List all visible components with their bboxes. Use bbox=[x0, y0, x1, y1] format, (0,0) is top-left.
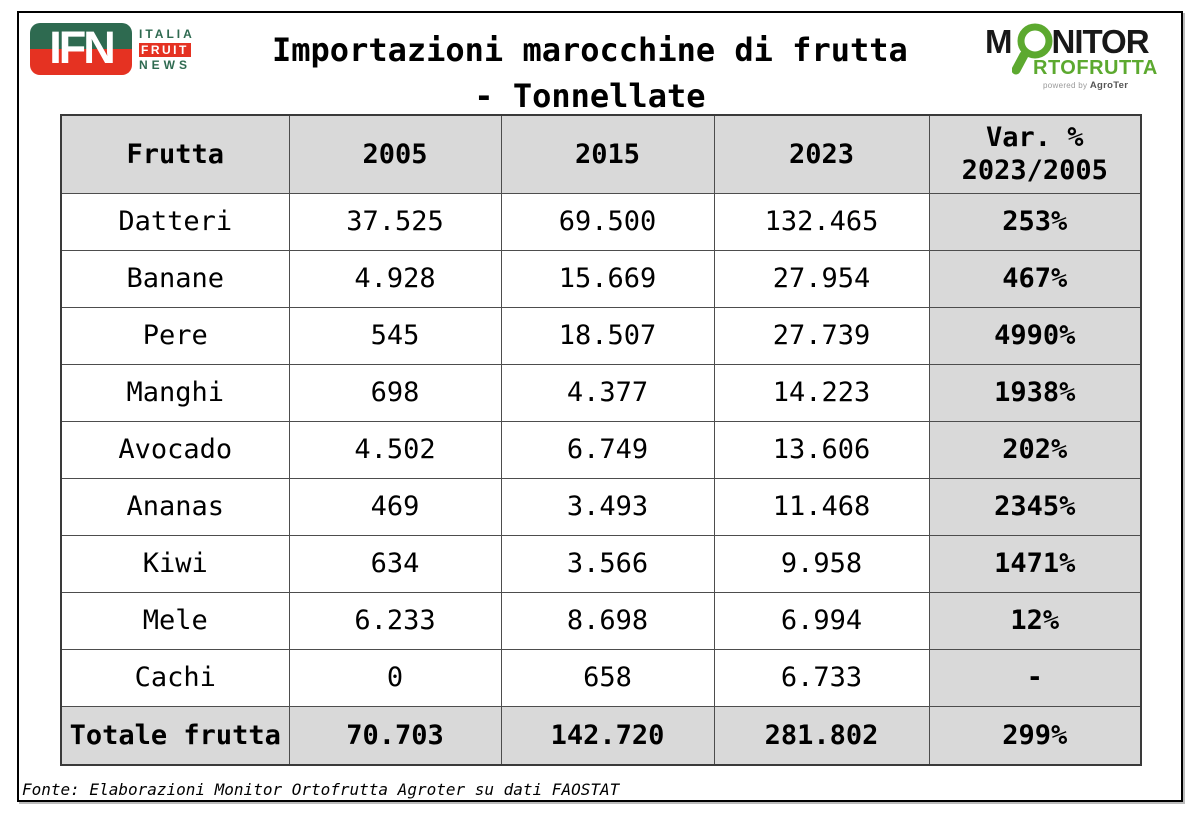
value-2015: 69.500 bbox=[500, 192, 715, 251]
ifn-fruit-label: FRUIT bbox=[139, 42, 191, 58]
header-band: IFN ITALIA FRUIT NEWS Importazioni maroc… bbox=[19, 13, 1181, 115]
outer-frame: IFN ITALIA FRUIT NEWS Importazioni maroc… bbox=[17, 11, 1183, 802]
total-2023: 281.802 bbox=[713, 705, 930, 766]
fruit-name: Ananas bbox=[60, 477, 290, 536]
agroter-label: AgroTer bbox=[1089, 80, 1129, 91]
value-var: 1471% bbox=[928, 534, 1142, 593]
var-header-line1: Var. % bbox=[985, 121, 1084, 153]
ifn-badge-icon: IFN bbox=[30, 23, 132, 75]
fruit-name: Cachi bbox=[60, 648, 290, 707]
source-note: Fonte: Elaborazioni Monitor Ortofrutta A… bbox=[22, 780, 620, 799]
ifn-abbr: IFN bbox=[49, 23, 116, 73]
value-2023: 132.465 bbox=[713, 192, 930, 251]
monitor-wordmark-line2: RTOFRUTTA bbox=[1033, 57, 1158, 79]
value-2015: 6.749 bbox=[500, 420, 715, 479]
fruit-name: Datteri bbox=[60, 192, 290, 251]
page-title: Importazioni marocchine di frutta - Tonn… bbox=[195, 27, 985, 120]
ifn-news-label: NEWS bbox=[139, 58, 191, 73]
monitor-letters-nitor: NITOR bbox=[1051, 23, 1150, 60]
value-var: 467% bbox=[928, 249, 1142, 308]
value-2015: 18.507 bbox=[500, 306, 715, 365]
fruit-name: Avocado bbox=[60, 420, 290, 479]
powered-by-label: powered by bbox=[1043, 81, 1088, 90]
total-2015: 142.720 bbox=[500, 705, 715, 766]
monitor-powered-by: powered by AgroTer bbox=[1043, 81, 1175, 91]
col-header-2005: 2005 bbox=[288, 114, 502, 194]
table-row-pere: Pere 545 18.507 27.739 4990% bbox=[60, 306, 1142, 365]
var-header-line2: 2023/2005 bbox=[961, 155, 1108, 187]
imports-table: Frutta 2005 2015 2023 Var. % 2023/2005 D… bbox=[60, 114, 1142, 766]
value-2015: 4.377 bbox=[500, 363, 715, 422]
value-2005: 37.525 bbox=[288, 192, 502, 251]
value-var: 202% bbox=[928, 420, 1142, 479]
table-row-total: Totale frutta 70.703 142.720 281.802 299… bbox=[60, 705, 1142, 766]
value-2005: 545 bbox=[288, 306, 502, 365]
ifn-badge-green-half bbox=[30, 23, 132, 49]
value-2015: 658 bbox=[500, 648, 715, 707]
fruit-name: Mele bbox=[60, 591, 290, 650]
ifn-badge-red-half bbox=[30, 49, 132, 75]
col-header-2023: 2023 bbox=[713, 114, 930, 194]
value-var: 253% bbox=[928, 192, 1142, 251]
value-var: - bbox=[928, 648, 1142, 707]
ifn-italia-label: ITALIA bbox=[139, 27, 195, 42]
table-row-banane: Banane 4.928 15.669 27.954 467% bbox=[60, 249, 1142, 308]
col-header-var: Var. % 2023/2005 bbox=[928, 114, 1142, 194]
value-var: 1938% bbox=[928, 363, 1142, 422]
total-2005: 70.703 bbox=[288, 705, 502, 766]
value-var: 4990% bbox=[928, 306, 1142, 365]
ifn-wordmark: ITALIA FRUIT NEWS bbox=[139, 25, 195, 75]
table-row-datteri: Datteri 37.525 69.500 132.465 253% bbox=[60, 192, 1142, 251]
table-row-avocado: Avocado 4.502 6.749 13.606 202% bbox=[60, 420, 1142, 479]
total-label: Totale frutta bbox=[60, 705, 290, 766]
value-2015: 3.493 bbox=[500, 477, 715, 536]
value-2005: 4.502 bbox=[288, 420, 502, 479]
table-row-manghi: Manghi 698 4.377 14.223 1938% bbox=[60, 363, 1142, 422]
value-2015: 3.566 bbox=[500, 534, 715, 593]
value-2015: 8.698 bbox=[500, 591, 715, 650]
value-2023: 27.739 bbox=[713, 306, 930, 365]
monitor-wordmark-line1: M NITOR bbox=[985, 25, 1175, 58]
ifn-logo: IFN ITALIA FRUIT NEWS bbox=[30, 23, 195, 75]
value-2023: 14.223 bbox=[713, 363, 930, 422]
value-2023: 9.958 bbox=[713, 534, 930, 593]
value-2005: 6.233 bbox=[288, 591, 502, 650]
fruit-name: Manghi bbox=[60, 363, 290, 422]
table-row-mele: Mele 6.233 8.698 6.994 12% bbox=[60, 591, 1142, 650]
value-2023: 27.954 bbox=[713, 249, 930, 308]
value-2005: 469 bbox=[288, 477, 502, 536]
col-header-frutta: Frutta bbox=[60, 114, 290, 194]
title-line-2: - Tonnellate bbox=[474, 77, 706, 116]
value-2023: 6.733 bbox=[713, 648, 930, 707]
value-2005: 4.928 bbox=[288, 249, 502, 308]
fruit-name: Pere bbox=[60, 306, 290, 365]
value-2005: 634 bbox=[288, 534, 502, 593]
total-var: 299% bbox=[928, 705, 1142, 766]
table-row-kiwi: Kiwi 634 3.566 9.958 1471% bbox=[60, 534, 1142, 593]
value-var: 2345% bbox=[928, 477, 1142, 536]
magnifying-glass-icon bbox=[1012, 23, 1053, 75]
monitor-letter-m: M bbox=[985, 23, 1012, 60]
title-line-1: Importazioni marocchine di frutta bbox=[272, 31, 908, 69]
value-var: 12% bbox=[928, 591, 1142, 650]
imports-table-wrap: Frutta 2005 2015 2023 Var. % 2023/2005 D… bbox=[60, 114, 1142, 766]
table-row-cachi: Cachi 0 658 6.733 - bbox=[60, 648, 1142, 707]
table-row-ananas: Ananas 469 3.493 11.468 2345% bbox=[60, 477, 1142, 536]
header-row: Frutta 2005 2015 2023 Var. % 2023/2005 bbox=[60, 114, 1142, 194]
value-2023: 11.468 bbox=[713, 477, 930, 536]
value-2023: 13.606 bbox=[713, 420, 930, 479]
fruit-name: Banane bbox=[60, 249, 290, 308]
monitor-ortofrutta-logo: M NITOR RTOFRUTTA powered by AgroTer bbox=[985, 23, 1175, 91]
fruit-name: Kiwi bbox=[60, 534, 290, 593]
value-2005: 698 bbox=[288, 363, 502, 422]
value-2015: 15.669 bbox=[500, 249, 715, 308]
value-2005: 0 bbox=[288, 648, 502, 707]
value-2023: 6.994 bbox=[713, 591, 930, 650]
col-header-2015: 2015 bbox=[500, 114, 715, 194]
